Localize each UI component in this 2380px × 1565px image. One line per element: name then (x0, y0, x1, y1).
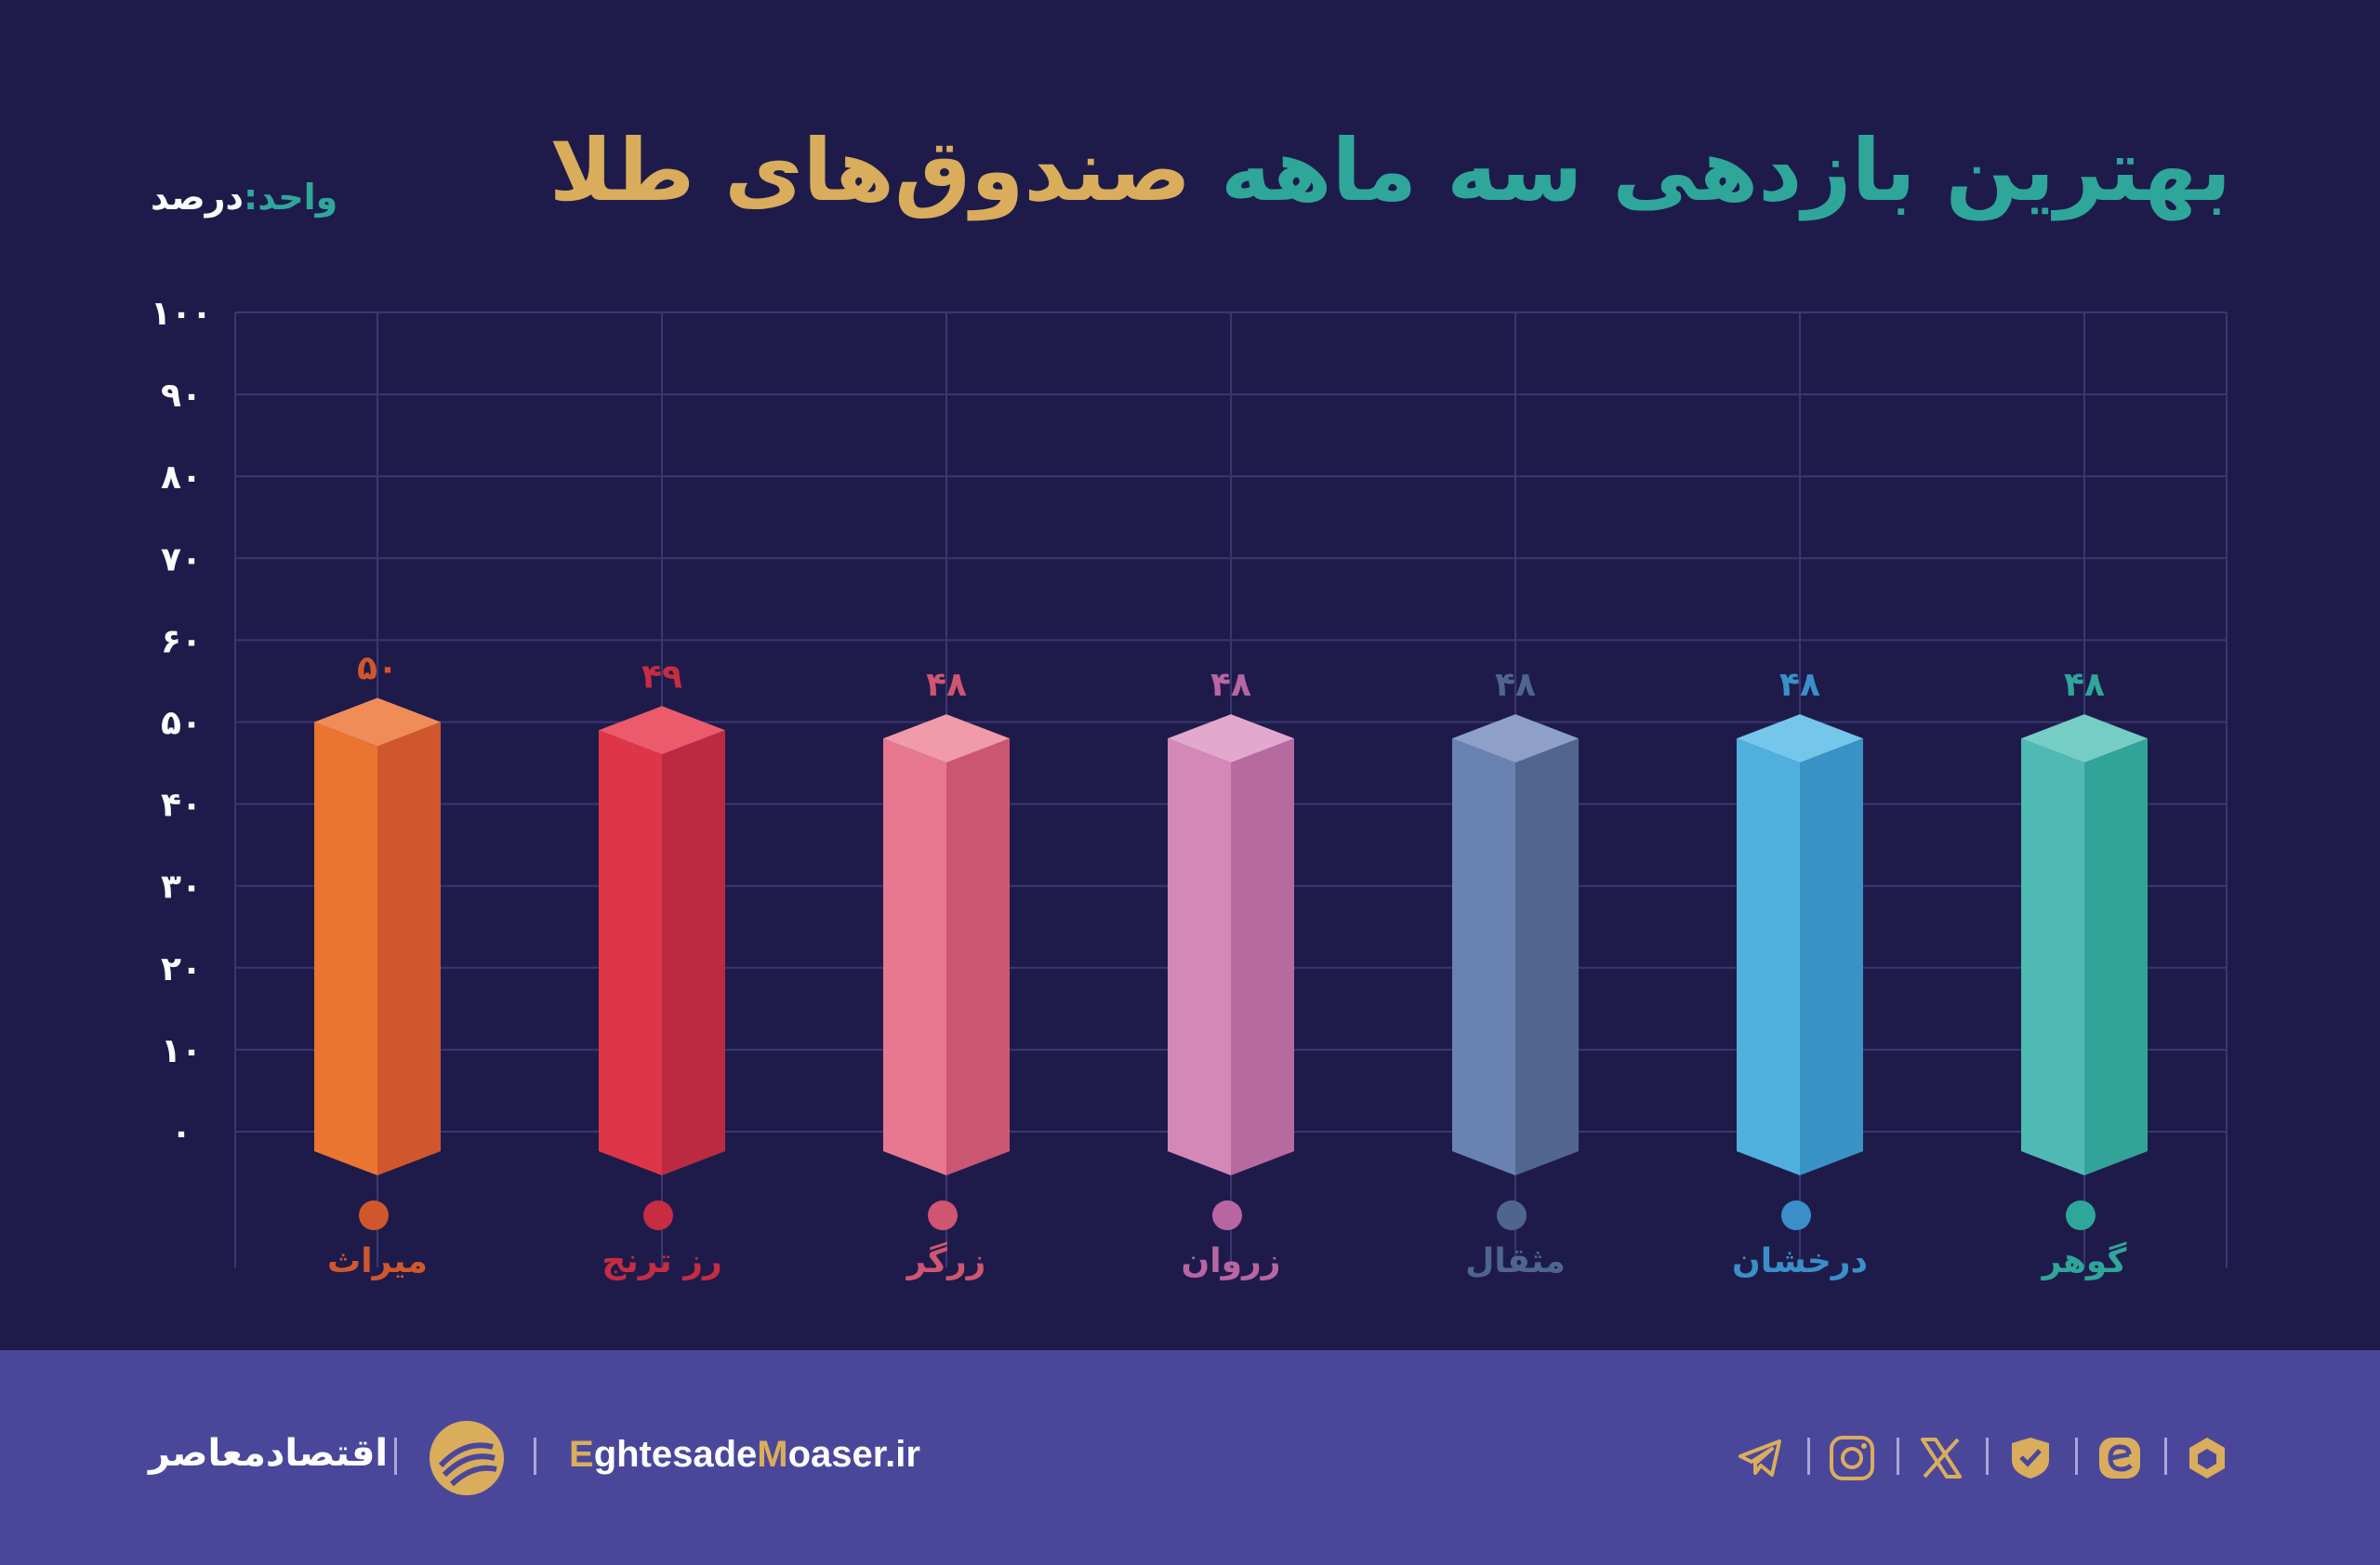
website-link[interactable]: EghtesadeMoaser.ir (569, 1434, 920, 1476)
site-initial-m: M (757, 1434, 788, 1475)
footer-divider (1897, 1438, 1899, 1475)
bar-front-face (599, 730, 662, 1175)
bar-top-cap (314, 697, 441, 747)
category-label: میراث (327, 1242, 428, 1280)
main-panel: بهترین بازدهی سه ماهه صندوق‌های طلا واحد… (151, 121, 2231, 1280)
bar-top-cap (1168, 714, 1294, 763)
bar-side-face (1515, 738, 1579, 1175)
site-part-1: ghtesade (593, 1434, 758, 1475)
bar-value-label: ۴۸ (1779, 666, 1820, 704)
bar-front-face (314, 722, 377, 1175)
bar-front-face (1452, 738, 1515, 1175)
footer-divider (394, 1438, 397, 1475)
y-tick-label: ۶۰ (161, 622, 202, 660)
y-tick-label: ۱۰۰ (151, 295, 212, 333)
legend-marker (359, 1200, 389, 1230)
y-tick-label: ۳۰ (161, 869, 202, 907)
bar-front-face (2021, 738, 2084, 1175)
unit-label: واحد:درصد (151, 177, 337, 218)
bar-value-label: ۵۰ (357, 650, 398, 688)
bar-value-label: ۴۸ (1210, 666, 1251, 704)
y-tick-label: ۵۰ (161, 705, 202, 743)
brand-name: اقتصادمعاصر (149, 1432, 389, 1475)
y-tick-label: ۷۰ (161, 540, 202, 578)
bar-side-face (377, 722, 441, 1175)
site-part-2: oaser (787, 1434, 886, 1475)
bale-icon[interactable] (2094, 1432, 2146, 1484)
bar-top-cap (1737, 714, 1863, 763)
legend-marker (928, 1200, 958, 1230)
category-label: درخشان (1732, 1242, 1868, 1280)
y-tick-label: ۲۰ (161, 950, 202, 988)
bar-side-face (662, 730, 725, 1175)
legend-marker (1212, 1200, 1242, 1230)
y-tick-label: ۹۰ (161, 377, 202, 415)
category-label: گوهر (2041, 1241, 2127, 1280)
legend-marker (643, 1200, 673, 1230)
bar-side-face (2084, 738, 2148, 1175)
footer-divider (534, 1438, 536, 1475)
site-initial-e: E (569, 1434, 594, 1475)
y-tick-label: ۸۰ (161, 458, 202, 497)
bar-value-label: ۴۸ (1495, 666, 1536, 704)
legend-marker (1781, 1200, 1811, 1230)
bar-value-label: ۴۸ (926, 666, 967, 704)
page-title: بهترین بازدهی سه ماهه صندوق‌های طلا (549, 121, 2231, 220)
bar-side-face (1800, 738, 1863, 1175)
bar-top-cap (599, 706, 725, 755)
category-label: زروان (1182, 1242, 1281, 1280)
bar-top-cap (2021, 714, 2148, 763)
footer-divider (1807, 1438, 1810, 1475)
title-part-1: بهترین بازدهی سه ماهه (1221, 121, 2231, 220)
bar-front-face (1737, 738, 1800, 1175)
title-part-2: صندوق‌های طلا (549, 121, 1191, 220)
legend-marker (2066, 1200, 2096, 1230)
bar-value-label: ۴۹ (641, 657, 682, 696)
instagram-icon[interactable] (1826, 1432, 1878, 1484)
category-label: زرگر (906, 1241, 986, 1280)
site-suffix: .ir (885, 1434, 920, 1475)
category-label: رز ترنج (602, 1242, 721, 1280)
bar-chart: ۰ ۱۰ ۲۰ ۳۰ ۴۰ ۵۰ ۶۰ ۷۰ ۸۰ ۹۰ ۱۰۰ ۵۰ میراث ۴۹ رز ترنج ۴۸… (151, 295, 2228, 1280)
y-tick-label: ۱۰ (161, 1032, 202, 1070)
unit-label-key: واحد: (244, 177, 338, 218)
bar-side-face (1231, 738, 1294, 1175)
telegram-icon[interactable] (1735, 1432, 1787, 1484)
legend-marker (1497, 1200, 1527, 1230)
y-tick-label: ۴۰ (161, 787, 202, 825)
category-label: مثقال (1465, 1242, 1566, 1280)
footer-bar: اقتصادمعاصر EghtesadeMoaser.ir (0, 1350, 2380, 1565)
footer-divider (2075, 1438, 2078, 1475)
footer-divider (1986, 1438, 1989, 1475)
eitaa-icon[interactable] (2004, 1432, 2056, 1484)
bar-top-cap (883, 714, 1010, 763)
rubika-icon[interactable] (2181, 1432, 2233, 1484)
unit-label-value: درصد (151, 177, 245, 218)
brand-logo-icon (430, 1421, 504, 1495)
bar-top-cap (1452, 714, 1579, 763)
bar-side-face (946, 738, 1010, 1175)
y-tick-label: ۰ (171, 1114, 192, 1152)
footer-divider (2164, 1438, 2167, 1475)
bar-value-label: ۴۸ (2064, 666, 2105, 704)
bar-front-face (883, 738, 946, 1175)
bar-front-face (1168, 738, 1231, 1175)
x-icon[interactable] (1915, 1432, 1967, 1484)
